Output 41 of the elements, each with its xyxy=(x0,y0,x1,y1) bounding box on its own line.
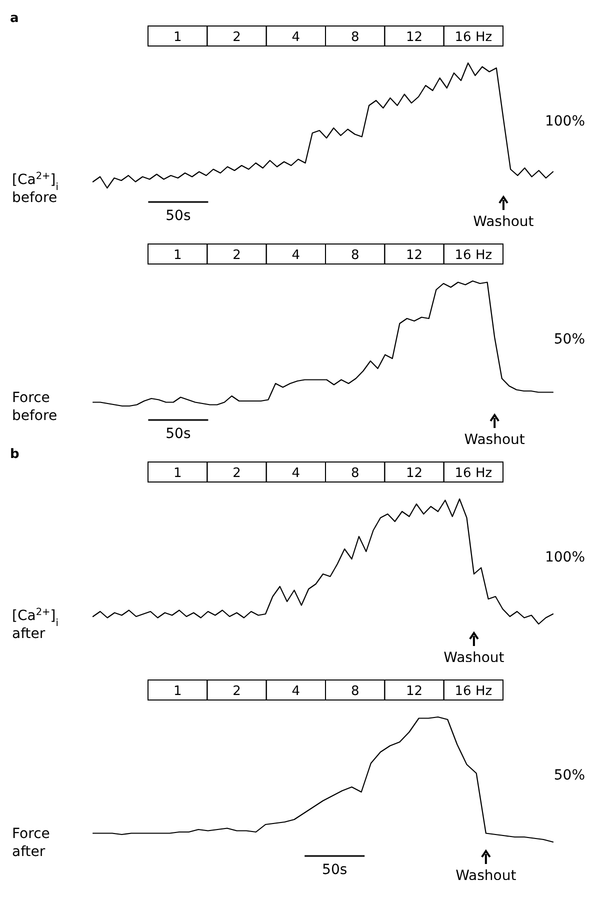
text: 12 xyxy=(406,248,423,263)
y-axis-title: Force after xyxy=(12,826,50,860)
text: 2 xyxy=(232,30,241,45)
text: 4 xyxy=(292,248,300,263)
text: 12 xyxy=(406,30,423,45)
text: 2 xyxy=(232,684,241,699)
y-axis-title: [Ca$^{2+}$]$_{i}$ after xyxy=(12,606,58,642)
chart-title: a xyxy=(10,11,19,26)
text: 1 xyxy=(173,466,182,481)
text: 8 xyxy=(350,30,360,45)
text: Washout xyxy=(473,214,534,230)
y-axis-title: [Ca$^{2+}$]$_{i}$ before xyxy=(12,170,58,206)
text: 4 xyxy=(292,684,300,699)
text: 16 Hz xyxy=(454,30,492,45)
text: 8 xyxy=(350,466,360,481)
text: 4 xyxy=(292,466,300,481)
text: Washout xyxy=(444,650,505,666)
annotation: 50% xyxy=(554,768,585,784)
text: Washout xyxy=(456,868,517,884)
text: 4 xyxy=(292,30,300,45)
text: 1 xyxy=(173,248,182,263)
text: 12 xyxy=(406,684,423,699)
chart-title: b xyxy=(10,447,20,462)
text: 50s xyxy=(322,862,348,878)
y-axis-title: Force before xyxy=(12,390,58,424)
text: 2 xyxy=(232,248,241,263)
text: 2 xyxy=(232,466,241,481)
annotation: 100% xyxy=(544,550,585,566)
text: 12 xyxy=(406,466,423,481)
text: 16 Hz xyxy=(454,466,492,481)
text: 8 xyxy=(350,684,360,699)
text: 50s xyxy=(166,426,191,442)
text: 1 xyxy=(173,30,182,45)
annotation: 50% xyxy=(554,332,585,348)
text: 16 Hz xyxy=(454,248,492,263)
annotation: 100% xyxy=(544,114,585,130)
text: 16 Hz xyxy=(454,684,492,699)
text: 1 xyxy=(173,684,182,699)
text: 50s xyxy=(166,208,191,224)
text: 8 xyxy=(350,248,360,263)
text: Washout xyxy=(464,432,526,448)
